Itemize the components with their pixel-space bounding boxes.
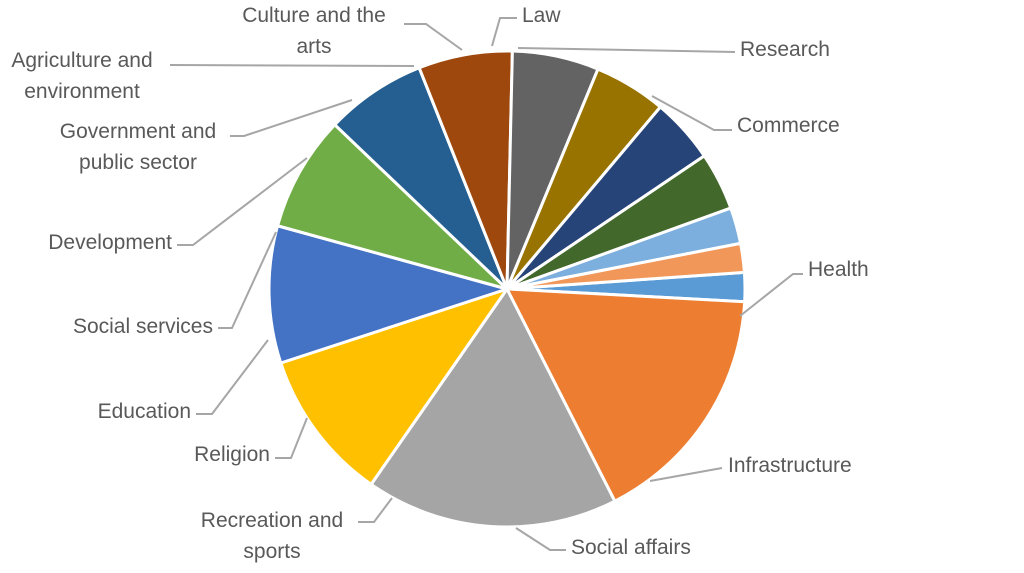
slice-label-recreation-and-sports: Recreation and sports [201,509,343,563]
slice-label-law: Law [522,4,561,27]
pie-slice-health [369,287,617,529]
leader-line-government-and-public-sector [230,99,353,137]
slice-label-religion: Religion [194,443,270,466]
leader-line-recreation-and-sports [358,497,393,523]
leader-line-culture-and-the-arts [404,23,463,51]
pie-slice-social-affairs [267,224,509,365]
slice-label-development: Development [48,231,172,254]
leader-line-education [196,339,269,415]
slice-label-government-and-public-sector: Government and public sector [60,120,216,174]
slice-label-social-affairs: Social affairs [571,536,691,559]
leader-line-agriculture-and-environment [169,64,415,67]
pie-slices [267,49,747,529]
slice-label-research: Research [740,38,830,61]
leader-line-law [491,17,517,47]
pie-slice-infrastructure [279,287,509,486]
leader-line-health [739,273,803,317]
slice-label-commerce: Commerce [737,114,840,137]
leader-lines [169,17,803,551]
slice-label-infrastructure: Infrastructure [728,454,852,477]
pie-slice-recreation-and-sports [276,123,509,291]
pie-slice-commerce [505,287,747,503]
slice-label-social-services: Social services [73,315,213,338]
pie-slice-law [505,241,746,291]
leader-line-development [177,157,308,246]
slice-label-agriculture-and-environment: Agriculture and environment [11,49,152,103]
leader-line-social-services [218,231,277,329]
leader-line-religion [275,417,308,459]
leader-line-research [517,47,736,53]
leader-line-commerce [651,95,732,131]
slice-label-education: Education [98,400,191,423]
leader-line-infrastructure [649,467,723,482]
slice-label-culture-and-the-arts: Culture and the arts [242,4,386,58]
leader-line-social-affairs [515,527,566,551]
slice-labels: Research Commerce Health Infrastructure Soci… [11,4,868,563]
slice-label-health: Health [808,258,869,281]
